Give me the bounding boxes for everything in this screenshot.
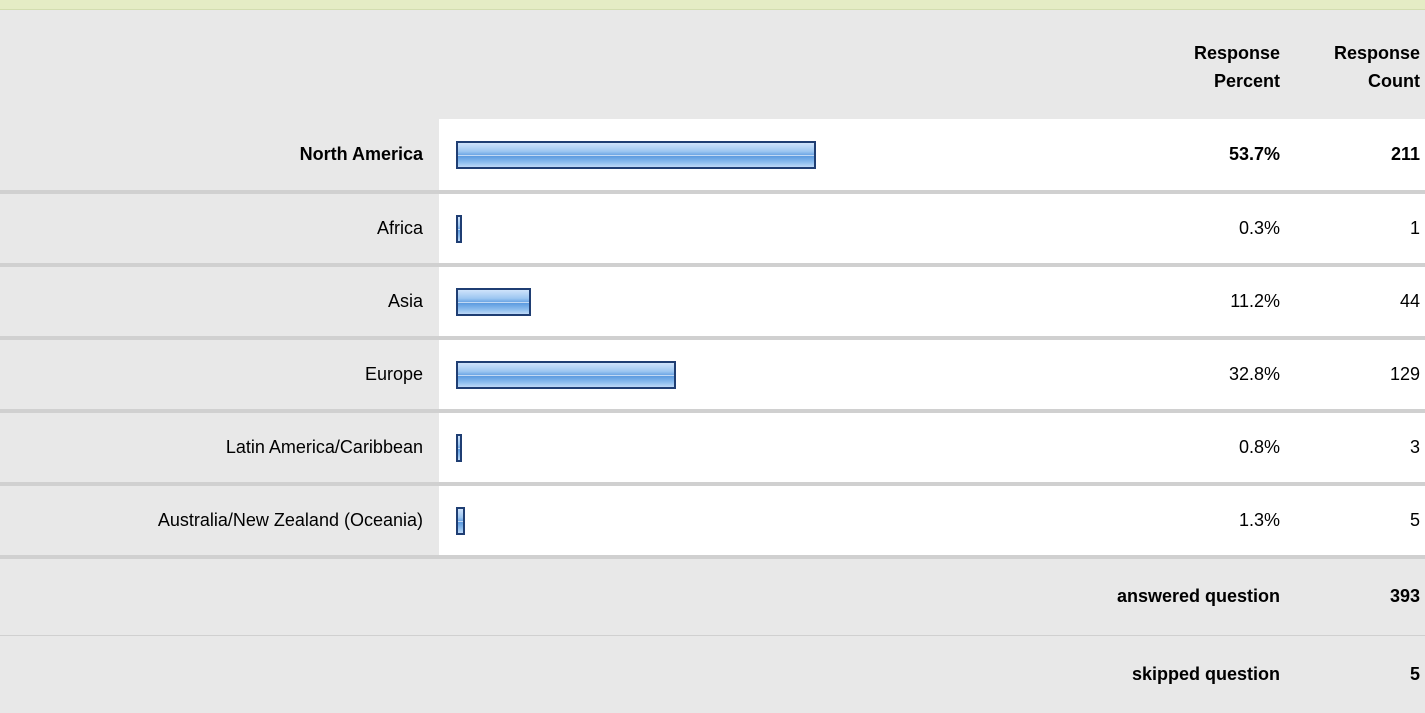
top-strip xyxy=(0,0,1425,10)
answered-label: answered question xyxy=(0,557,1282,636)
count-value: 129 xyxy=(1282,338,1425,413)
header-percent-line1: Response xyxy=(1193,42,1280,63)
header-bar-spacer xyxy=(439,10,1122,119)
header-count-line2: Count xyxy=(1368,70,1420,91)
bar xyxy=(456,506,465,535)
bar-cell xyxy=(439,338,1122,413)
table-row: Latin America/Caribbean 0.8% 3 xyxy=(0,411,1425,486)
count-value: 1 xyxy=(1282,192,1425,267)
category-label: Asia xyxy=(0,265,439,340)
bar xyxy=(456,214,462,243)
percent-value: 11.2% xyxy=(1122,265,1282,340)
category-label: Europe xyxy=(0,338,439,413)
survey-results-table: Response Percent Response Count North Am… xyxy=(0,10,1425,713)
percent-value: 1.3% xyxy=(1122,484,1282,559)
table-row: North America 53.7% 211 xyxy=(0,119,1425,194)
table-row: Asia 11.2% 44 xyxy=(0,265,1425,340)
bar xyxy=(456,433,462,462)
percent-value: 32.8% xyxy=(1122,338,1282,413)
count-value: 3 xyxy=(1282,411,1425,486)
category-label: Latin America/Caribbean xyxy=(0,411,439,486)
category-label: North America xyxy=(0,119,439,194)
table-header: Response Percent Response Count xyxy=(0,10,1425,119)
skipped-row: skipped question 5 xyxy=(0,635,1425,713)
percent-value: 0.8% xyxy=(1122,411,1282,486)
bar xyxy=(456,287,531,316)
answered-row: answered question 393 xyxy=(0,557,1425,636)
count-value: 5 xyxy=(1282,484,1425,559)
bar-cell xyxy=(439,411,1122,486)
percent-value: 0.3% xyxy=(1122,192,1282,267)
skipped-label: skipped question xyxy=(0,635,1282,713)
answered-value: 393 xyxy=(1282,557,1425,636)
table-row: Australia/New Zealand (Oceania) 1.3% 5 xyxy=(0,484,1425,559)
table-row: Europe 32.8% 129 xyxy=(0,338,1425,413)
bar-cell xyxy=(439,192,1122,267)
count-value: 211 xyxy=(1282,119,1425,194)
bar-cell xyxy=(439,484,1122,559)
bar xyxy=(456,360,676,389)
header-response-count: Response Count xyxy=(1282,10,1425,119)
percent-value: 53.7% xyxy=(1122,119,1282,194)
count-value: 44 xyxy=(1282,265,1425,340)
header-response-percent: Response Percent xyxy=(1122,10,1282,119)
bar xyxy=(456,140,816,169)
bar-cell xyxy=(439,119,1122,194)
category-label: Australia/New Zealand (Oceania) xyxy=(0,484,439,559)
header-label-spacer xyxy=(0,10,439,119)
header-percent-line2: Percent xyxy=(1213,70,1280,91)
header-count-line1: Response xyxy=(1333,42,1420,63)
skipped-value: 5 xyxy=(1282,635,1425,713)
bar-cell xyxy=(439,265,1122,340)
table-row: Africa 0.3% 1 xyxy=(0,192,1425,267)
category-label: Africa xyxy=(0,192,439,267)
